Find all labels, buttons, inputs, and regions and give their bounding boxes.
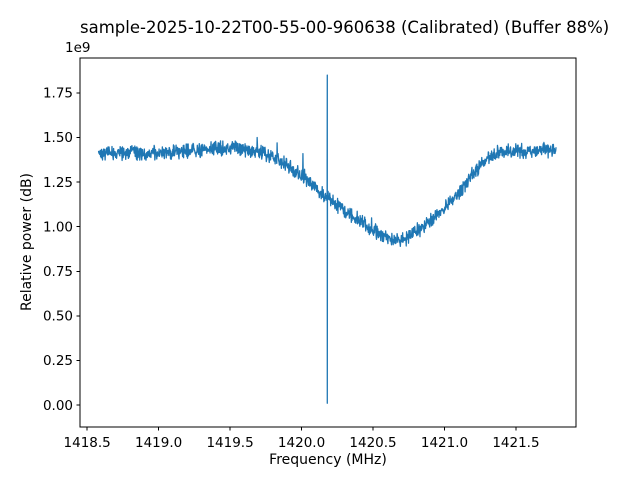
y-tick-label: 1.00	[43, 219, 73, 235]
y-tick-label: 1.25	[43, 175, 73, 191]
x-tick-label: 1419.0	[135, 435, 182, 451]
y-tick-label: 1.75	[43, 86, 73, 102]
x-tick-label: 1418.5	[64, 435, 111, 451]
x-tick-label: 1420.0	[278, 435, 325, 451]
spectrum-line	[97, 74, 557, 404]
y-tick-label: 0.50	[43, 309, 73, 325]
x-tick-label: 1420.5	[349, 435, 396, 451]
x-tick-label: 1421.5	[492, 435, 539, 451]
y-axis-offset-label: 1e9	[65, 40, 91, 56]
y-tick-label: 1.50	[43, 130, 73, 146]
x-axis-label: Frequency (MHz)	[269, 452, 387, 468]
x-tick-label: 1421.0	[421, 435, 468, 451]
plot-title: sample-2025-10-22T00-55-00-960638 (Calib…	[80, 18, 610, 37]
y-tick-label: 0.00	[43, 398, 73, 414]
y-tick-label: 0.25	[43, 353, 73, 369]
axes-frame	[79, 57, 577, 428]
x-tick-label: 1419.5	[206, 435, 253, 451]
y-tick-label: 0.75	[43, 264, 73, 280]
